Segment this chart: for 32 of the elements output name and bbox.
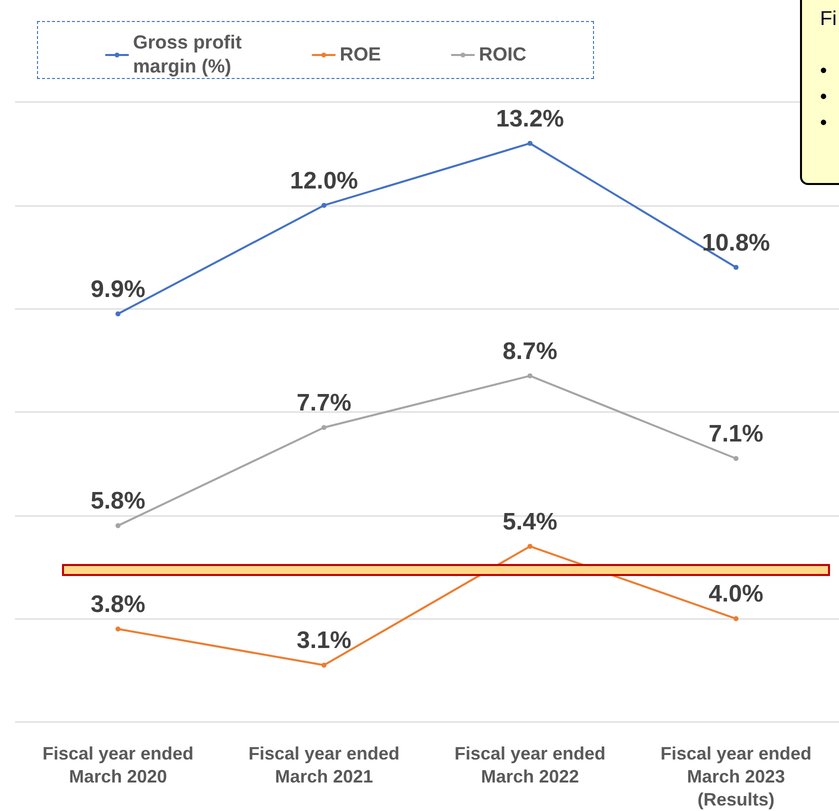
x-tick-label: Fiscal year ended March 2020 — [42, 744, 194, 786]
data-label: 3.8% — [90, 591, 146, 618]
x-tick-label: Fiscal year ended March 2022 — [454, 744, 606, 786]
point — [116, 523, 120, 528]
point — [322, 425, 326, 430]
point — [528, 373, 532, 378]
x-tick-label: Fiscal year ended March 2021 — [248, 744, 400, 786]
x-tick-label: Fiscal year ended March 2023 (Results) — [660, 744, 812, 810]
point — [734, 616, 738, 622]
data-label: 7.1% — [708, 420, 764, 448]
data-label: 7.7% — [296, 390, 352, 416]
data-label: 13.2% — [496, 105, 564, 132]
data-label: 9.9% — [90, 276, 146, 303]
point — [734, 264, 738, 270]
point — [528, 544, 532, 549]
point — [322, 202, 326, 208]
point — [734, 456, 738, 461]
point — [116, 626, 120, 632]
data-label: 3.1% — [296, 627, 352, 654]
legend-label: ROIC — [478, 44, 527, 66]
point — [116, 311, 120, 316]
data-label: 12.0% — [290, 167, 358, 194]
point — [322, 662, 326, 668]
legend-label: ROE — [340, 44, 381, 66]
callout-box: Fi • • • — [800, 0, 839, 185]
data-label: 5.4% — [502, 508, 558, 536]
data-label: 5.8% — [90, 488, 146, 515]
data-label: 4.0% — [708, 580, 764, 608]
legend-label: Gross profit margin (%) — [133, 32, 242, 78]
data-label: 10.8% — [702, 229, 770, 256]
data-label: 8.7% — [502, 338, 558, 365]
point — [528, 140, 532, 146]
